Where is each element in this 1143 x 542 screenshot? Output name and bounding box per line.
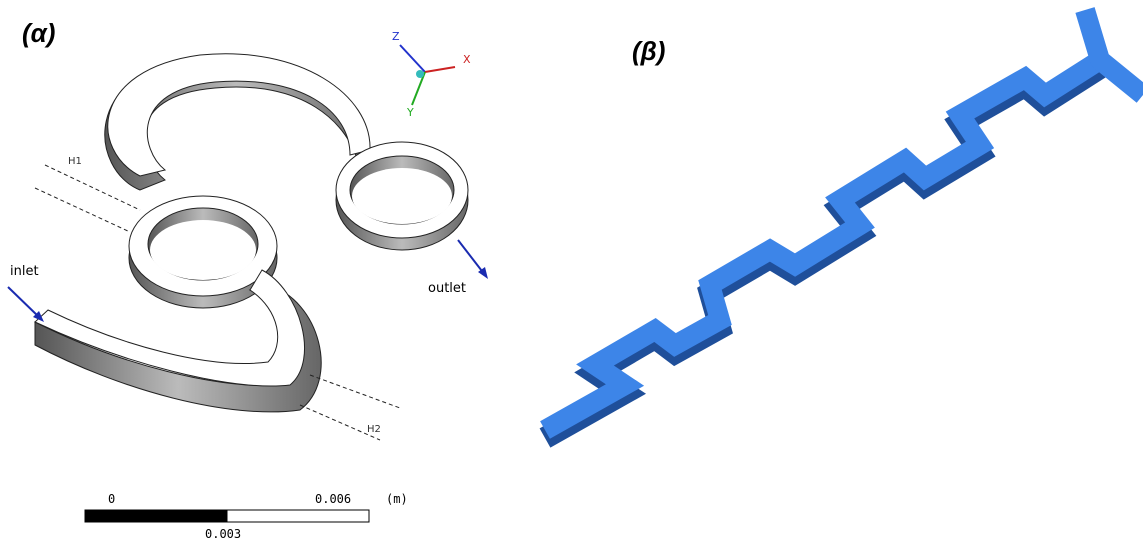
scale-label: 0.003 — [205, 527, 241, 541]
axis-x — [425, 67, 455, 72]
outlet-arrow — [458, 240, 485, 275]
axis-label: X — [463, 53, 471, 66]
center-ring-hole-floor — [150, 220, 256, 280]
panel-b: (β) — [545, 10, 1143, 438]
scale-bar-white — [227, 510, 369, 522]
dim-line — [35, 188, 130, 232]
panel-label: (β) — [632, 36, 665, 66]
right-ring-hole-floor — [352, 168, 452, 224]
triad-origin — [416, 70, 424, 78]
figure: (α) H1 H2 inlet outlet Z — [0, 0, 1143, 542]
inlet-label: inlet — [10, 264, 39, 279]
axis-label: Y — [406, 106, 414, 119]
axis-label: Z — [392, 30, 400, 43]
scale-label: 0.006 — [315, 492, 351, 506]
scale-bar-black — [85, 510, 227, 522]
inlet-arrow — [8, 287, 40, 318]
channel — [545, 60, 1100, 430]
panel-a: (α) H1 H2 inlet outlet Z — [8, 18, 488, 541]
axis-z — [400, 45, 425, 72]
dim-label: H2 — [367, 424, 381, 435]
dim-line — [310, 375, 400, 408]
outlet-label: outlet — [428, 281, 466, 296]
panel-label: (α) — [22, 18, 55, 48]
dim-label: H1 — [68, 156, 82, 167]
scale-label: 0 — [108, 492, 115, 506]
scale-label: (m) — [386, 492, 408, 506]
